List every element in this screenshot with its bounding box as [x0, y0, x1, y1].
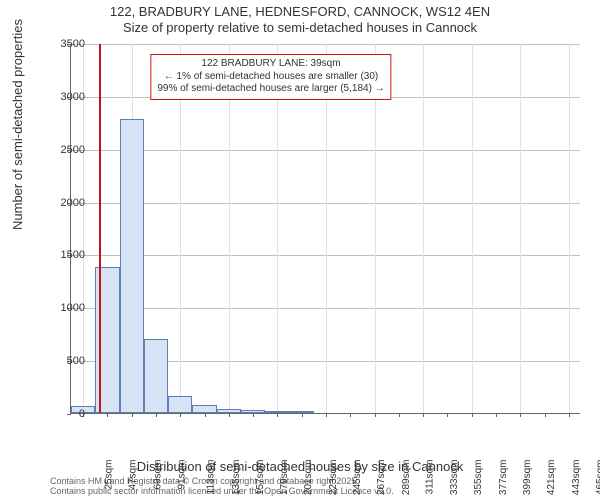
xtick-label: 245sqm — [352, 460, 363, 496]
xtick-mark — [496, 413, 497, 417]
footer-line-1: Contains HM Land Registry data © Crown c… — [50, 476, 394, 486]
xtick-mark — [302, 413, 303, 417]
histogram-bar — [241, 410, 265, 413]
xtick-label: 157sqm — [255, 460, 266, 496]
xtick-label: 289sqm — [401, 460, 412, 496]
ytick-label: 0 — [35, 408, 85, 420]
xtick-mark — [447, 413, 448, 417]
x-axis-label: Distribution of semi-detached houses by … — [0, 459, 600, 474]
annotation-box: 122 BRADBURY LANE: 39sqm← 1% of semi-det… — [150, 54, 391, 100]
xtick-mark — [156, 413, 157, 417]
histogram-bar — [290, 411, 314, 413]
reference-line — [99, 44, 101, 413]
xtick-label: 399sqm — [522, 460, 533, 496]
xtick-mark — [107, 413, 108, 417]
xtick-mark — [472, 413, 473, 417]
histogram-bar — [217, 409, 241, 413]
title-line-2: Size of property relative to semi-detach… — [0, 20, 600, 36]
xtick-label: 25sqm — [104, 460, 115, 490]
chart-title: 122, BRADBURY LANE, HEDNESFORD, CANNOCK,… — [0, 0, 600, 35]
xtick-label: 91sqm — [177, 460, 188, 490]
xtick-label: 421sqm — [546, 460, 557, 496]
xtick-mark — [132, 413, 133, 417]
histogram-bar — [144, 339, 168, 413]
ytick-label: 3000 — [35, 91, 85, 103]
xtick-mark — [277, 413, 278, 417]
ytick-label: 1000 — [35, 302, 85, 314]
footer-attribution: Contains HM Land Registry data © Crown c… — [50, 476, 394, 497]
xtick-label: 465sqm — [595, 460, 600, 496]
xtick-label: 113sqm — [206, 460, 217, 495]
gridline-vertical — [520, 44, 521, 413]
xtick-mark — [545, 413, 546, 417]
annotation-line-3: 99% of semi-detached houses are larger (… — [157, 83, 384, 96]
xtick-mark — [205, 413, 206, 417]
gridline-vertical — [472, 44, 473, 413]
xtick-label: 201sqm — [304, 460, 315, 496]
xtick-mark — [375, 413, 376, 417]
xtick-mark — [253, 413, 254, 417]
xtick-label: 355sqm — [474, 460, 485, 496]
xtick-label: 443sqm — [571, 460, 582, 496]
ytick-label: 3500 — [35, 38, 85, 50]
xtick-label: 311sqm — [424, 460, 435, 495]
y-axis-label: Number of semi-detached properties — [10, 19, 25, 230]
xtick-label: 135sqm — [231, 460, 242, 496]
histogram-bar — [192, 405, 216, 413]
xtick-mark — [229, 413, 230, 417]
gridline-vertical — [423, 44, 424, 413]
annotation-line-2: ← 1% of semi-detached houses are smaller… — [157, 71, 384, 84]
gridline-vertical — [569, 44, 570, 413]
histogram-bar — [168, 396, 192, 413]
title-line-1: 122, BRADBURY LANE, HEDNESFORD, CANNOCK,… — [0, 4, 600, 20]
ytick-label: 500 — [35, 355, 85, 367]
xtick-mark — [520, 413, 521, 417]
plot-area: 122 BRADBURY LANE: 39sqm← 1% of semi-det… — [70, 44, 580, 414]
annotation-line-1: 122 BRADBURY LANE: 39sqm — [157, 58, 384, 71]
xtick-label: 69sqm — [152, 460, 163, 490]
xtick-label: 47sqm — [128, 460, 139, 490]
xtick-mark — [423, 413, 424, 417]
xtick-mark — [326, 413, 327, 417]
footer-line-2: Contains public sector information licen… — [50, 486, 394, 496]
ytick-label: 1500 — [35, 249, 85, 261]
xtick-label: 179sqm — [279, 460, 290, 496]
xtick-mark — [180, 413, 181, 417]
xtick-mark — [350, 413, 351, 417]
xtick-label: 333sqm — [449, 460, 460, 496]
ytick-label: 2000 — [35, 197, 85, 209]
histogram-bar — [265, 411, 289, 413]
xtick-mark — [569, 413, 570, 417]
histogram-bar — [120, 119, 144, 413]
xtick-label: 267sqm — [376, 460, 387, 496]
xtick-label: 377sqm — [498, 460, 509, 496]
xtick-label: 223sqm — [328, 460, 339, 496]
ytick-label: 2500 — [35, 144, 85, 156]
chart-container: 122, BRADBURY LANE, HEDNESFORD, CANNOCK,… — [0, 0, 600, 500]
xtick-mark — [399, 413, 400, 417]
